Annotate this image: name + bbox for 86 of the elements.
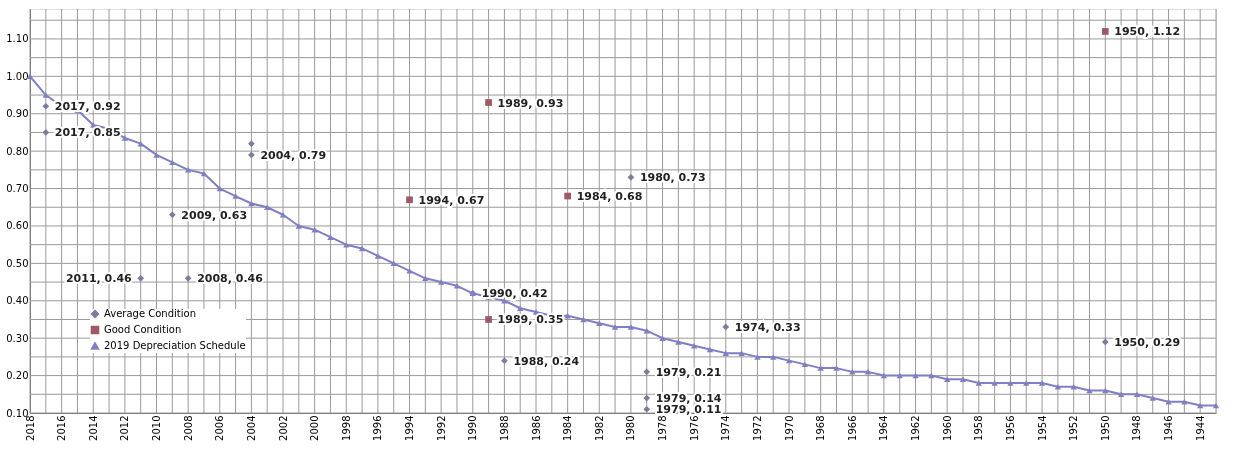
- y-tick-label: 0.90: [6, 108, 29, 120]
- data-label: 1990, 0.42: [481, 287, 548, 301]
- legend-label: 2019 Depreciation Schedule: [104, 340, 246, 351]
- point: [184, 274, 192, 282]
- x-tick-label: 1956: [1004, 415, 1016, 441]
- x-tick-label: 1980: [625, 415, 637, 441]
- point: [501, 357, 508, 364]
- y-tick-label: 0.40: [6, 295, 29, 307]
- legend-label: Average Condition: [104, 308, 196, 319]
- point: [1101, 338, 1109, 346]
- point: [722, 323, 730, 331]
- point: [168, 211, 176, 219]
- point: [248, 151, 255, 159]
- data-label: 1984, 0.68: [576, 190, 643, 204]
- x-tick-label: 1970: [783, 415, 795, 441]
- x-tick-label: 2004: [245, 415, 257, 441]
- data-label: 2008, 0.46: [197, 272, 264, 286]
- point: [1101, 28, 1109, 35]
- x-tick-label: 1968: [815, 415, 827, 441]
- x-tick-label: 2006: [214, 415, 226, 441]
- data-label: 1979, 0.11: [655, 403, 722, 417]
- x-tick-label: 1954: [1036, 415, 1048, 441]
- y-tick-label: 0.50: [6, 257, 29, 269]
- x-tick-label: 1960: [941, 415, 953, 441]
- y-tick-label: 1.00: [6, 70, 29, 82]
- data-label: 1988, 0.24: [513, 354, 580, 368]
- y-tick-label: 0.70: [6, 183, 29, 195]
- x-tick-label: 1962: [910, 415, 922, 441]
- x-tick-label: 1978: [657, 415, 669, 441]
- point: [643, 405, 651, 413]
- point: [42, 102, 50, 110]
- point: [248, 140, 255, 148]
- data-label: 1950, 0.29: [1114, 335, 1181, 349]
- data-label: 1950, 1.12: [1114, 25, 1181, 39]
- x-tick-label: 1948: [1131, 415, 1143, 441]
- point: [627, 173, 635, 181]
- x-tick-label: 2016: [56, 415, 68, 441]
- x-tick-label: 1992: [435, 415, 447, 441]
- x-tick-label: 1986: [530, 415, 542, 441]
- x-tick-label: 2014: [87, 415, 99, 441]
- data-label: 1979, 0.14: [655, 392, 722, 406]
- y-tick-label: 1.10: [6, 33, 29, 45]
- data-label: 1979, 0.21: [655, 365, 722, 379]
- point: [643, 394, 651, 402]
- data-label: 2009, 0.63: [181, 208, 248, 222]
- x-tick-label: 1952: [1068, 415, 1080, 441]
- data-label: 1989, 0.35: [497, 313, 564, 327]
- x-tick-label: 1944: [1194, 415, 1206, 441]
- point: [485, 316, 492, 323]
- x-tick-label: 1946: [1163, 415, 1175, 441]
- point: [485, 99, 492, 106]
- data-label: 2011, 0.46: [65, 272, 133, 286]
- x-tick-label: 1974: [720, 415, 732, 441]
- point: [643, 368, 651, 376]
- x-tick-label: 1994: [404, 415, 416, 441]
- legend-label: Good Condition: [104, 324, 182, 335]
- data-label: 1980, 0.73: [639, 171, 706, 185]
- x-tick-label: 2010: [151, 415, 163, 441]
- x-tick-label: 1988: [498, 415, 510, 441]
- x-tick-label: 1964: [878, 415, 890, 441]
- x-tick-label: 1996: [372, 415, 384, 441]
- x-tick-label: 2008: [182, 415, 194, 441]
- x-tick-label: 1976: [688, 415, 700, 441]
- point: [406, 196, 413, 204]
- x-tick-label: 1972: [751, 415, 763, 441]
- x-tick-label: 2002: [277, 415, 289, 441]
- x-tick-label: 1990: [467, 415, 479, 441]
- x-tick-label: 2012: [119, 415, 131, 441]
- x-tick-label: 2000: [309, 415, 321, 441]
- x-tick-label: 1984: [562, 415, 574, 441]
- data-label: 1974, 0.33: [734, 320, 801, 334]
- point: [137, 274, 145, 282]
- x-tick-label: 1950: [1099, 415, 1111, 441]
- y-tick-label: 0.60: [6, 220, 29, 232]
- data-label: 1989, 0.93: [497, 96, 564, 110]
- y-tick-label: 0.80: [6, 145, 29, 157]
- x-tick-label: 1958: [973, 415, 985, 441]
- data-label: 2004, 0.79: [260, 148, 327, 162]
- data-label: 1994, 0.67: [418, 193, 485, 207]
- y-tick-label: 0.30: [6, 332, 29, 344]
- x-tick-label: 1998: [340, 415, 352, 441]
- y-tick-label: 0.20: [6, 370, 29, 382]
- x-tick-label: 1966: [846, 415, 858, 441]
- point: [42, 129, 50, 136]
- x-tick-label: 1982: [593, 415, 605, 441]
- point: [564, 192, 572, 200]
